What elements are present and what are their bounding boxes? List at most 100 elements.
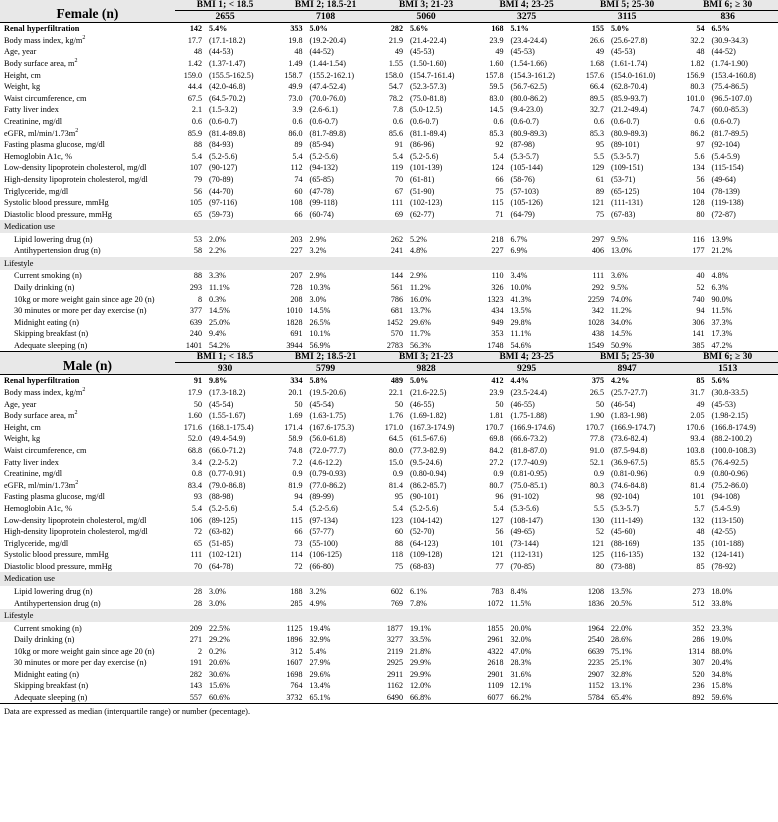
table-row: eGFR, ml/min/1.73m2 85.9 (81.4-89.8) 86.0 (8… xyxy=(0,127,778,139)
cell-bmi2-value: 1828 xyxy=(286,317,303,327)
table-row: 30 minutes or more per day exercise (n) 3… xyxy=(0,305,778,317)
cell-bmi2-value: 764 xyxy=(290,681,303,691)
cell-bmi1-value: 3.4 xyxy=(191,457,203,467)
cell-bmi1-value: 105 xyxy=(189,198,203,208)
table-row: Body mass index, kg/m2 17.9 (17.3-18.2) 20.… xyxy=(0,387,778,399)
cell-bmi2-range: 3.2% xyxy=(309,586,327,596)
female-count-bmi5: 3115 xyxy=(576,10,678,22)
cell-bmi2-value: 1010 xyxy=(286,306,303,316)
cell-bmi2-value: 3.9 xyxy=(292,105,303,115)
cell-bmi6-value: 135 xyxy=(692,538,705,548)
cell-bmi4-value: 5.4 xyxy=(493,504,504,514)
cell-bmi4-range: (1.54-1.66) xyxy=(510,59,547,69)
cell-bmi3-value: 262 xyxy=(390,234,403,244)
table-row: Daily drinking (n) 271 29.2% 1896 32.9% 3277 3… xyxy=(0,634,778,646)
cell-bmi4-value: 127 xyxy=(491,515,504,525)
cell-bmi5-value: 0.9 xyxy=(593,469,604,479)
cell-bmi1-value: 1.60 xyxy=(187,411,203,421)
cell-bmi2-value: 108 xyxy=(290,198,303,208)
column-header-bmi2: BMI 2; 18.5-21 xyxy=(275,351,376,364)
cell-bmi2-value: 115 xyxy=(290,515,303,525)
cell-bmi3-range: 21.8% xyxy=(410,646,431,656)
cell-bmi6-range: (60.0-85.3) xyxy=(711,105,748,115)
cell-bmi6-range: (113-150) xyxy=(711,515,744,525)
cell-bmi2-value: 19.8 xyxy=(288,35,303,45)
cell-bmi3-value: 769 xyxy=(390,598,403,608)
cell-bmi1-range: (90-127) xyxy=(209,163,238,173)
cell-bmi1-range: (79.0-86.8) xyxy=(209,480,246,490)
cell-bmi5-value: 170.7 xyxy=(585,422,604,432)
cell-bmi2-range: (77.0-86.2) xyxy=(309,480,346,490)
cell-bmi2-value: 58.9 xyxy=(288,434,303,444)
cell-bmi2-value: 5.4 xyxy=(292,151,303,161)
cell-bmi1-range: (1.37-1.47) xyxy=(209,59,246,69)
cell-bmi5-range: 50.9% xyxy=(607,339,678,353)
row-label: Age, year xyxy=(4,399,37,409)
cell-bmi3-value: 111 xyxy=(391,198,403,208)
cell-bmi6-range: (76.4-92.5) xyxy=(711,457,748,467)
cell-bmi2-range: (1.44-1.54) xyxy=(309,59,346,69)
row-label: eGFR, ml/min/1.73m2 xyxy=(4,480,79,490)
row-label: Lipid lowering drug (n) xyxy=(14,586,93,596)
cell-bmi6-range: (166.8-174.9) xyxy=(711,422,757,432)
table-row: 10kg or more weight gain since age 20 (n… xyxy=(0,645,778,657)
cell-bmi6-range: 17.3% xyxy=(711,329,733,339)
cell-bmi4-value: 50 xyxy=(495,399,504,409)
cell-bmi6-value: 86.2 xyxy=(690,128,705,138)
cell-bmi1-range: (63-82) xyxy=(209,527,234,537)
cell-bmi1-range: 2.0% xyxy=(209,234,226,244)
cell-bmi6-value: 132 xyxy=(692,550,705,560)
cell-bmi4-range: (64-79) xyxy=(510,209,535,219)
cell-bmi6-value: 48 xyxy=(696,527,705,537)
cell-bmi2-range: (97-134) xyxy=(309,515,338,525)
cell-bmi2-range: 2.9% xyxy=(309,234,327,244)
cell-bmi6-value: 740 xyxy=(692,294,705,304)
cell-bmi2-value: 66 xyxy=(294,527,303,537)
cell-bmi3-range: (62-77) xyxy=(410,209,435,219)
cell-bmi4-range: (66.6-73.2) xyxy=(510,434,547,444)
table-row: Hemoglobin A1c, % 5.4 (5.2-5.6) 5.4 (5.2-5.6… xyxy=(0,151,778,163)
cell-bmi3-value: 241 xyxy=(390,246,403,256)
cell-bmi4-range: (45-53) xyxy=(510,47,535,57)
cell-bmi2-range: (66-80) xyxy=(309,561,334,571)
cell-bmi2-range: (60-74) xyxy=(309,209,334,219)
cell-bmi4-range: 41.3% xyxy=(510,294,532,304)
cell-bmi3-range: (46-55) xyxy=(410,399,435,409)
cell-bmi2-range: 13.4% xyxy=(309,681,331,691)
cell-bmi1-range: (70-89) xyxy=(209,175,234,185)
row-label: Midnight eating (n) xyxy=(14,317,79,327)
cell-bmi2-range: (70.0-76.0) xyxy=(309,93,346,103)
cell-bmi4-range: 11.1% xyxy=(510,329,532,339)
cell-bmi6-range: (49-64) xyxy=(711,175,736,185)
row-label: Diastolic blood pressure, mmHg xyxy=(4,209,112,219)
female-count-bmi2: 7108 xyxy=(275,10,376,22)
cell-bmi6-value: 97 xyxy=(696,140,705,150)
cell-bmi3-value: 78.2 xyxy=(388,93,403,103)
cell-bmi4-value: 2901 xyxy=(487,669,504,679)
cell-bmi3-value: 69 xyxy=(394,209,403,219)
row-label: Diastolic blood pressure, mmHg xyxy=(4,561,112,571)
cell-bmi1-range: 2.2% xyxy=(209,246,226,256)
cell-bmi1-range: (5.2-5.6) xyxy=(209,151,238,161)
section-header-label: Medication use xyxy=(0,572,175,586)
cell-bmi3-value: 144 xyxy=(390,271,403,281)
cell-bmi2-range: (47-78) xyxy=(309,186,334,196)
characteristics-table: Female (n) BMI 1; < 18.5 BMI 2; 18.5-21 BMI… xyxy=(0,0,778,705)
cell-bmi2-value: 1896 xyxy=(286,635,303,645)
cell-bmi2-range: (55-100) xyxy=(309,538,338,548)
cell-bmi4-range: (57-103) xyxy=(510,186,539,196)
cell-bmi1-range: (49.4-54.9) xyxy=(209,434,246,444)
cell-bmi6-value: 132 xyxy=(692,515,705,525)
table-row: Lipid lowering drug (n) 53 2.0% 203 2.9% 262 5… xyxy=(0,233,778,245)
table-row: Adequate sleeping (n) 1401 54.2% 3944 56.9% 2… xyxy=(0,339,778,353)
cell-bmi2-range: 65.1% xyxy=(305,691,376,705)
cell-bmi4-value: 71 xyxy=(495,209,504,219)
cell-bmi5-range: (0.81-0.96) xyxy=(611,469,648,479)
row-label: 30 minutes or more per day exercise (n) xyxy=(14,658,147,668)
cell-bmi2-range: 56.9% xyxy=(305,339,376,353)
cell-bmi4-value: 0.9 xyxy=(493,469,504,479)
cell-bmi5-range: (88-169) xyxy=(611,538,640,548)
cell-bmi5-value: 1152 xyxy=(588,681,604,691)
cell-bmi6-value: 892 xyxy=(677,691,708,705)
cell-bmi3-value: 5.4 xyxy=(392,151,403,161)
